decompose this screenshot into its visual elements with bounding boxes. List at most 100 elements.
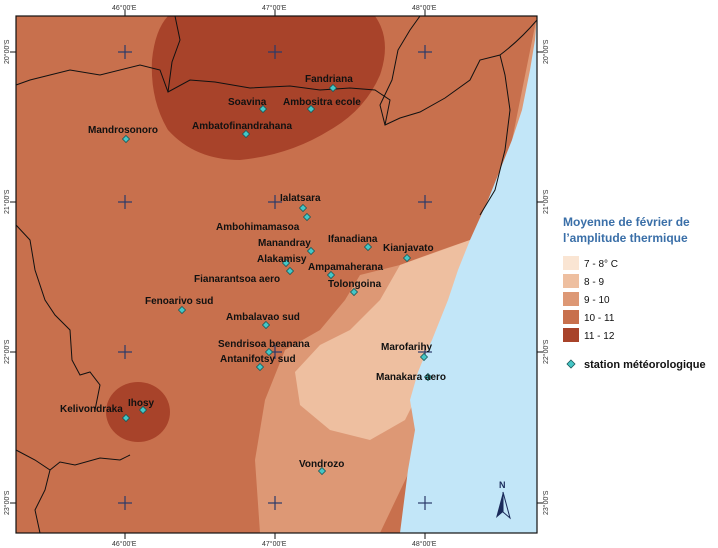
coord-right-22: 22°00'S — [542, 339, 550, 364]
station-marker-icon — [423, 372, 433, 382]
station: Fenoarivo sud — [145, 296, 213, 315]
station-marker-icon — [326, 270, 336, 280]
station: Ifanadiana — [328, 234, 378, 252]
legend-class: 9 - 10 — [563, 292, 610, 306]
station-label: Ampamaherana — [308, 262, 383, 273]
station-marker-icon — [255, 362, 265, 372]
zone-11-12-north — [151, 16, 385, 160]
station-label: Fenoarivo sud — [145, 296, 213, 307]
station: Marofarihy — [381, 342, 433, 362]
station: Mandrosonoro — [88, 125, 158, 144]
station: Ambositra ecole — [283, 97, 361, 114]
station-label: Ambalavao sud — [226, 312, 300, 323]
station-marker-icon — [298, 203, 308, 213]
legend: Moyenne de février de l’amplitude thermi… — [563, 215, 706, 371]
legend-class: 8 - 9 — [563, 274, 604, 288]
station-marker-icon — [281, 258, 291, 268]
station-marker-icon — [306, 246, 316, 256]
station: Alakamisy — [257, 254, 307, 268]
station-marker-icon — [121, 134, 131, 144]
station: Manakara aero — [376, 372, 446, 383]
station-marker-icon — [138, 405, 148, 415]
station-label: Ialatsara — [280, 193, 321, 204]
station-marker-icon — [349, 287, 359, 297]
station-label: Antanifotsy sud — [220, 354, 296, 365]
station-marker-icon — [306, 104, 316, 114]
stations-layer: Fandriana Soavina Ambositra ecole Ambatofin… — [60, 74, 446, 476]
coord-bottom-47: 47°00'E — [262, 540, 287, 548]
station-marker-icon — [258, 104, 268, 114]
station-label: Ihosy — [128, 398, 155, 409]
graticule-cross — [118, 496, 132, 510]
station: Vondrozo — [299, 459, 344, 476]
ocean — [400, 16, 537, 533]
coord-right-23: 23°00'S — [542, 490, 550, 515]
station: Sendrisoa beanana — [218, 339, 310, 357]
station: Fianarantsoa aero — [194, 266, 295, 285]
station-marker-icon — [317, 466, 327, 476]
station-label: Kianjavato — [383, 243, 434, 254]
legend-swatch — [563, 292, 579, 306]
north-label: N — [499, 480, 506, 490]
coord-top-46: 46°00'E — [112, 4, 137, 12]
station: Ambalavao sud — [226, 312, 300, 330]
coord-right-20: 20°00'S — [542, 39, 550, 64]
station: Antanifotsy sud — [220, 354, 296, 372]
legend-swatch — [563, 274, 579, 288]
north-arrow-icon: N — [496, 480, 511, 520]
graticule-cross — [418, 45, 432, 59]
station-label: Ifanadiana — [328, 234, 378, 245]
station-marker-icon — [261, 320, 271, 330]
station: Tolongoina — [328, 279, 382, 297]
station: Ambatofinandrahana — [192, 121, 292, 139]
legend-swatch — [563, 310, 579, 324]
station-label: Ambositra ecole — [283, 97, 361, 108]
station-label: Fandriana — [305, 74, 353, 85]
station: Ampamaherana — [308, 262, 383, 280]
zone-8-9 — [295, 240, 470, 440]
coord-bottom-48: 48°00'E — [412, 540, 437, 548]
station-marker-icon — [241, 129, 251, 139]
station-marker-icon — [402, 253, 412, 263]
legend-class: 11 - 12 — [563, 328, 615, 342]
legend-station-label: station météorologique — [584, 359, 706, 371]
station-label: Vondrozo — [299, 459, 344, 470]
legend-title-line2: l’amplitude thermique — [563, 231, 688, 245]
legend-class-label: 8 - 9 — [584, 277, 604, 288]
station: Fandriana — [305, 74, 353, 93]
station-label: Marofarihy — [381, 342, 433, 353]
coord-left-22: 22°00'S — [3, 339, 11, 364]
station: Manandray — [258, 238, 316, 256]
coord-top-48: 48°00'E — [412, 4, 437, 12]
graticule-cross — [268, 45, 282, 59]
map-frame — [15, 15, 538, 534]
station-marker-icon — [302, 212, 312, 222]
station: Ambohimamasoa — [216, 212, 312, 233]
graticule-cross — [118, 345, 132, 359]
station-symbol-icon — [566, 359, 576, 369]
station-label: Kelivondraka — [60, 404, 123, 415]
station-label: Manakara aero — [376, 372, 446, 383]
station-marker-icon — [285, 266, 295, 276]
station-label: Mandrosonoro — [88, 125, 158, 136]
legend-swatch — [563, 328, 579, 342]
station-label: Manandray — [258, 238, 311, 249]
legend-station-entry: station météorologique — [566, 359, 706, 371]
graticule-cross — [118, 195, 132, 209]
zone-11-12-ihosy — [106, 382, 170, 442]
station: Kianjavato — [383, 243, 434, 263]
station-label: Fianarantsoa aero — [194, 274, 280, 285]
graticule-cross — [418, 195, 432, 209]
legend-class: 7 - 8° C — [563, 256, 618, 270]
station-label: Alakamisy — [257, 254, 307, 265]
station: Ihosy — [128, 398, 155, 415]
station-marker-icon — [328, 83, 338, 93]
graticule-cross — [268, 195, 282, 209]
station-label: Ambatofinandrahana — [192, 121, 292, 132]
legend-class-label: 9 - 10 — [584, 295, 610, 306]
station-marker-icon — [264, 347, 274, 357]
coord-left-21: 21°00'S — [3, 189, 11, 214]
station-marker-icon — [419, 352, 429, 362]
station-label: Ambohimamasoa — [216, 222, 300, 233]
